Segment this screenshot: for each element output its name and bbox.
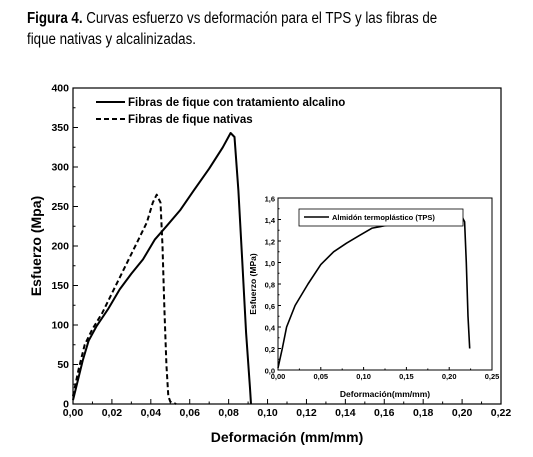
main-y-tick-label: 400 [51,83,69,95]
inset-y-tick-label: 1,0 [265,259,275,268]
main-x-tick-label: 0,02 [102,407,123,419]
inset-x-tick-label: 0,20 [442,372,457,381]
inset-x-axis-label: Deformación(mm/mm) [340,389,430,399]
inset-y-tick-label: 0,8 [265,281,275,290]
inset-legend: Almidón termoplástico (TPS) [298,208,464,227]
main-x-tick-label: 0,18 [413,407,434,419]
main-x-tick-label: 0,10 [257,407,278,419]
inset-y-tick-label: 0,0 [265,367,275,376]
inset-y-tick-label: 0,6 [265,302,275,311]
main-x-tick-label: 0,22 [491,407,512,419]
inset-legend-box [298,208,464,227]
main-x-axis-label: Deformación (mm/mm) [211,429,363,445]
legend-label-alkaline: Fibras de fique con tratamiento alcalino [128,97,345,109]
inset-x-tick-label: 0,05 [313,372,328,381]
inset-plot-frame [277,197,493,371]
inset-y-axis-label: Esfuerzo (MPa) [248,253,258,315]
inset-y-tick-label: 1,4 [265,216,276,225]
inset-series-line-0 [277,216,471,369]
main-y-tick-label: 300 [51,162,69,174]
inset-x-tick-label: 0,10 [356,372,371,381]
main-y-tick-label: 250 [51,201,69,213]
main-x-tick-label: 0,14 [335,407,356,419]
main-x-tick-label: 0,00 [63,407,84,419]
main-series-line-1 [72,193,177,405]
inset-y-tick-label: 0,4 [265,324,276,333]
legend-label-native: Fibras de fique nativas [128,114,253,126]
main-x-tick-label: 0,04 [141,407,162,419]
main-series-line-0 [72,132,252,405]
main-x-tick-label: 0,12 [296,407,317,419]
caption-text: Curvas esfuerzo vs deformación para el T… [27,10,438,48]
main-x-tick-label: 0,16 [374,407,395,419]
main-legend: Fibras de fique con tratamiento alcalino… [96,97,345,126]
inset-x-tick-label: 0,00 [271,372,286,381]
main-y-tick-label: 200 [51,241,69,253]
inset-legend-label: Almidón termoplástico (TPS) [332,213,435,222]
main-y-tick-label: 0 [63,399,69,411]
main-x-tick-label: 0,08 [218,407,239,419]
inset-y-tick-label: 0,2 [265,345,275,354]
main-y-axis-label: Esfuerzo (Mpa) [28,196,44,296]
main-y-tick-label: 150 [51,280,69,292]
inset-y-tick-label: 1,6 [265,195,275,204]
figure-caption: Figura 4. Curvas esfuerzo vs deformación… [27,8,444,50]
main-x-tick-label: 0,06 [180,407,201,419]
main-y-tick-label: 350 [51,122,69,134]
main-x-tick-label: 0,20 [452,407,473,419]
inset-x-tick-label: 0,15 [399,372,414,381]
main-y-tick-label: 50 [57,359,69,371]
inset-x-tick-label: 0,25 [485,372,500,381]
caption-label: Figura 4. [27,10,83,27]
inset-y-tick-label: 1,2 [265,238,275,247]
main-y-tick-label: 100 [51,320,69,332]
